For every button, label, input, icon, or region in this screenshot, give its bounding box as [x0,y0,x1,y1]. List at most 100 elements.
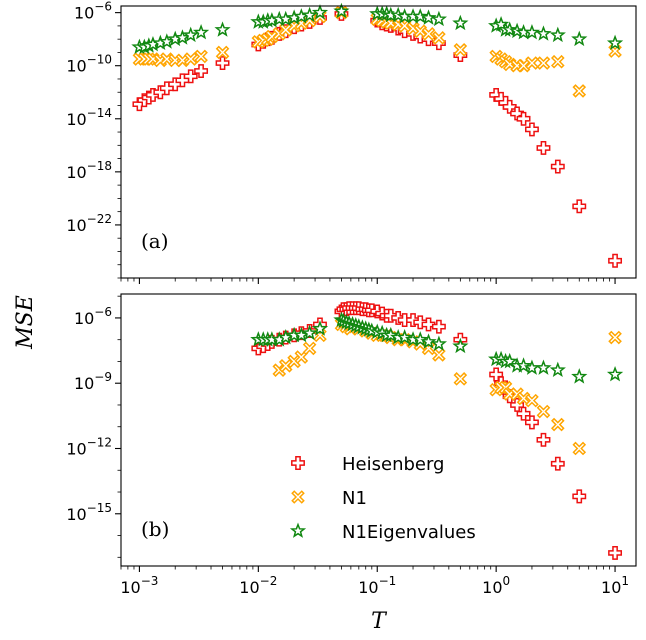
x-ticks [120,566,616,572]
point-heisenberg [421,317,436,332]
y-axis-label: MSE [13,295,38,350]
point-n1eigenvalues [420,9,437,25]
panel-b: 10−3 10−2 10−1 100 101 10−15 10−12 10−9 10−6 (b) [66,293,637,597]
panel-label: (a) [141,229,169,253]
point-n1 [516,391,531,406]
y-tick-label: 10−6 [74,305,112,328]
point-heisenberg [406,313,420,328]
point-n1eigenvalues [535,359,552,375]
x-tick-label: 100 [482,574,510,597]
point-n1 [413,24,428,39]
point-n1 [550,417,565,432]
point-heisenberg [215,56,230,71]
point-n1eigenvalues [535,25,552,41]
point-n1 [453,42,468,57]
series-n1eigenvalues [131,2,624,55]
point-heisenberg [550,456,565,471]
panel-a: 10−22 10−18 10−14 10−10 10−6 (a) [66,0,637,284]
point-heisenberg [431,319,446,334]
point-n1 [536,56,551,70]
point-n1eigenvalues [412,8,429,24]
y-tick-label: 10−9 [74,370,112,393]
series-heisenberg [251,301,623,560]
point-n1 [550,54,565,69]
point-heisenberg [383,308,398,323]
point-n1eigenvalues [382,326,399,343]
point-heisenberg [413,315,428,330]
point-n1eigenvalues [333,2,350,19]
plot-frame [120,5,637,279]
point-n1eigenvalues [549,26,566,43]
plot-frame [120,293,637,567]
y-tick-label: 10−14 [66,106,112,129]
series-n1eigenvalues [250,311,624,384]
y-ticks [115,295,121,558]
y-tick-label: 10−15 [66,501,112,524]
point-heisenberg [572,489,587,504]
series-heisenberg [132,7,623,268]
legend-entry-heisenberg: Heisenberg [291,454,444,475]
point-n1eigenvalues [214,21,231,37]
point-n1 [525,393,539,408]
point-n1 [397,19,412,33]
point-heisenberg [194,64,209,78]
x-tick-label: 10−2 [239,574,277,597]
point-heisenberg [524,415,539,430]
point-n1eigenvalues [606,34,624,51]
panel-label: (b) [141,517,169,541]
legend-marker [289,522,307,538]
point-n1eigenvalues [412,331,429,347]
point-n1 [572,84,587,98]
point-n1 [421,27,436,41]
legend-marker [291,456,305,470]
point-n1 [536,404,551,419]
legend-entry-n1: N1 [291,488,367,509]
x-tick-label: 10−1 [358,574,396,597]
point-heisenberg [608,545,623,560]
point-n1eigenvalues [301,6,318,23]
point-n1eigenvalues [571,368,588,384]
data-points [250,301,624,560]
point-n1 [608,330,622,345]
legend: Heisenberg N1 N1Eigenvalues [289,454,476,543]
legend-label: N1Eigenvalues [342,522,476,543]
series-n1 [272,317,622,456]
point-n1eigenvalues [311,320,329,336]
point-n1 [572,441,587,456]
point-n1 [432,348,446,362]
point-n1eigenvalues [549,361,566,378]
point-n1 [194,49,208,64]
point-n1eigenvalues [501,21,518,37]
point-heisenberg [572,199,587,214]
point-heisenberg [516,111,531,126]
legend-label: Heisenberg [342,454,444,475]
point-n1 [453,372,468,386]
y-tick-label: 10−18 [66,159,112,182]
y-tick-label: 10−10 [66,53,112,76]
series-n1 [132,5,622,98]
legend-label: N1 [342,488,367,509]
point-n1eigenvalues [606,365,624,382]
point-n1eigenvalues [182,26,199,43]
point-n1eigenvalues [523,24,541,40]
y-tick-label: 10−22 [66,212,112,235]
point-n1eigenvalues [301,324,318,341]
point-n1eigenvalues [515,357,532,373]
point-n1eigenvalues [571,30,588,47]
point-n1 [302,341,317,356]
point-n1eigenvalues [396,328,413,345]
x-ticks [120,278,616,284]
point-n1eigenvalues [430,335,448,351]
x-tick-label: 10−3 [120,574,158,597]
y-tick-label: 10−6 [74,0,112,23]
point-n1eigenvalues [501,352,518,369]
point-n1eigenvalues [192,24,210,40]
point-n1 [215,45,230,60]
point-heisenberg [183,69,198,84]
point-heisenberg [550,159,565,174]
point-n1 [432,31,446,45]
legend-marker [291,490,305,504]
point-n1eigenvalues [311,4,329,20]
legend-entry-n1eigenvalues: N1Eigenvalues [289,522,476,543]
